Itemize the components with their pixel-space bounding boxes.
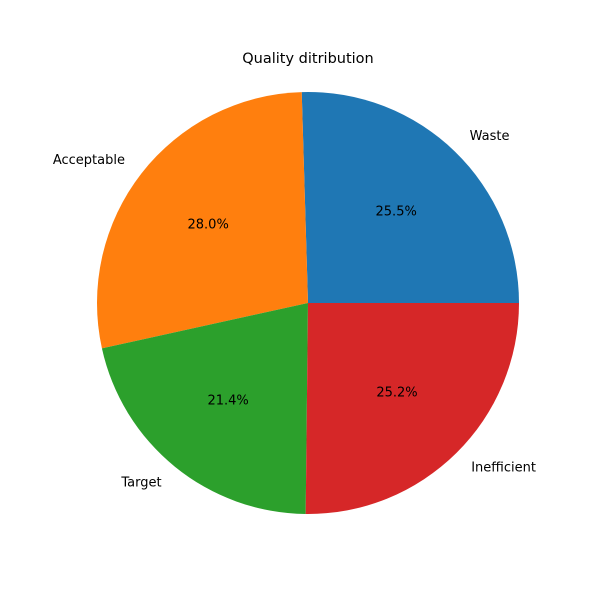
- pie-slice-acceptable: [97, 92, 309, 349]
- pie-slice-waste: [301, 92, 519, 303]
- slice-percent-waste: 25.5%: [376, 205, 417, 220]
- slice-label-target: Target: [120, 476, 161, 491]
- pie-labels: Waste 25.5% Acceptable 28.0% Target 21.4% Inef…: [53, 129, 536, 491]
- slice-percent-acceptable: 28.0%: [188, 218, 229, 233]
- slice-label-waste: Waste: [470, 129, 510, 144]
- slice-label-acceptable: Acceptable: [53, 153, 125, 168]
- pie-slice-inefficient: [305, 303, 519, 514]
- pie-slices: [97, 92, 519, 514]
- chart-title: Quality ditribution: [242, 51, 374, 67]
- slice-percent-target: 21.4%: [207, 394, 248, 409]
- slice-percent-inefficient: 25.2%: [376, 386, 417, 401]
- pie-slice-target: [101, 303, 308, 514]
- slice-label-inefficient: Inefficient: [471, 461, 536, 476]
